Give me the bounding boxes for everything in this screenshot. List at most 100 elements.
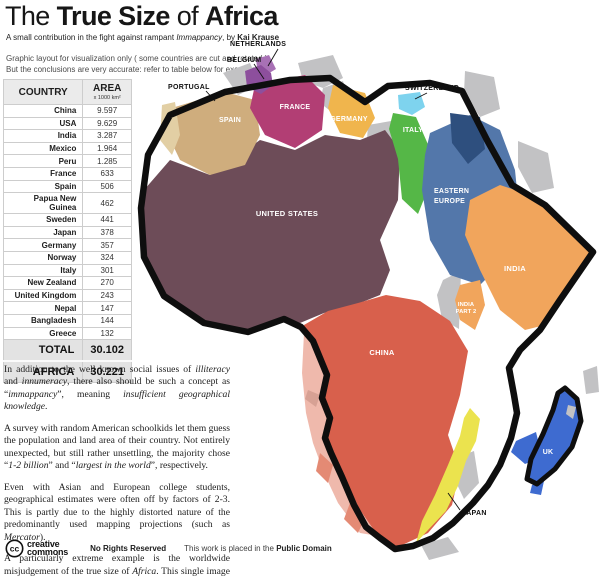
column-header-country: COUNTRY [2,79,84,105]
gray-patch [518,141,554,193]
label-united-states: UNITED STATES [256,209,318,218]
cc-word-2: commons [27,546,69,557]
table-row: France 633 [2,166,132,181]
area-cell: 3.287 [82,129,132,143]
area-cell: 270 [82,276,132,290]
country-cell: USA [2,116,84,131]
area-cell: 633 [82,166,132,181]
country-switzerland [398,92,425,115]
label-china-part2-2: PART 2 [462,393,483,399]
table-row: India 3.287 [2,129,132,143]
column-header-area: AREA x 1000 km² [82,79,132,105]
map-labels-outside: PORTUGAL BELGIUM NETHERLANDS SWITZERLAND… [168,41,487,517]
label-italy: ITALY [403,127,423,134]
table-summary: TOTAL 30.102 AFRICA 30.221 [2,339,132,384]
country-italy [389,113,430,214]
area-cell: 1.285 [82,154,132,168]
true-size-of-africa-map: UNITED STATES CHINA INDIA SPAIN FRANCE G… [137,41,599,560]
country-cell: Italy [2,263,84,278]
table-row: New Zealand 270 [2,276,132,290]
table-row: Sweden 441 [2,213,132,227]
area-cell: 1.964 [82,141,132,156]
country-china [302,295,468,547]
country-cell: Papua New Guinea [2,192,84,215]
africa-outline [137,74,597,553]
table-row: Papua New Guinea 462 [2,192,132,215]
country-cell: Sweden [2,213,84,227]
table-row: Spain 506 [2,179,132,194]
label-netherlands: NETHERLANDS [230,41,286,48]
area-cell: 9.629 [82,116,132,131]
creative-commons-icon: cc [5,539,24,558]
area-cell: 132 [82,326,132,341]
gray-patch [437,271,461,329]
area-cell: 462 [82,192,132,215]
area-cell: 301 [82,263,132,278]
area-unit-label: x 1000 km² [93,95,121,101]
country-india [465,185,595,330]
title-africa: Africa [204,1,279,31]
label-eastern-europe-2: EUROPE [434,198,465,205]
table-row: Greece 132 [2,326,132,341]
leader-switzerland [414,92,428,100]
layout-note: Graphic layout for visualization only ( … [6,54,267,75]
table-row: Mexico 1.964 [2,141,132,156]
cc-symbol: cc [10,544,20,554]
label-germany: GERMANY [330,116,368,123]
label-japan: JAPAN [462,510,487,517]
label-switzerland: SWITZERLAND [405,85,459,92]
country-japan [416,408,480,543]
label-portugal: PORTUGAL [168,84,210,91]
gray-patch [583,366,599,394]
table-row: Italy 301 [2,263,132,278]
footer: cc creative commons No Rights Reserved T… [5,539,332,558]
note-line-2: But the conclusions are very accurate: r… [6,64,263,74]
total-row: TOTAL 30.102 [2,339,132,362]
label-eastern-europe-1: EASTERN [434,188,469,195]
total-value: 30.102 [82,339,132,362]
country-india-part2 [455,280,485,330]
country-cell: Bangladesh [2,313,84,328]
table-row: United Kingdom 243 [2,288,132,303]
label-spain: SPAIN [219,117,241,124]
table-row: Peru 1.285 [2,154,132,168]
paragraph-africa-size: A particularly extreme example is the wo… [4,553,230,576]
leader-portugal [205,90,216,102]
table-row: Bangladesh 144 [2,313,132,328]
country-area-table: COUNTRY AREA x 1000 km² China 9.597 USA 9.6… [2,79,132,384]
country-cell: France [2,166,84,181]
title-true-size: True Size [56,1,171,31]
table-row: China 9.597 [2,104,132,118]
country-united-states [142,130,400,331]
body-text: In addition to the well known social iss… [4,364,230,576]
country-france [250,75,325,148]
public-domain-statement: This work is placed in the Public Domain [184,544,332,553]
table-row: Nepal 147 [2,301,132,315]
country-cell: Norway [2,250,84,265]
label-belgium: BELGIUM [227,57,261,64]
country-cell: Germany [2,238,84,252]
label-india-part2-2: PART 2 [456,309,477,315]
country-cell: Mexico [2,141,84,156]
area-cell: 357 [82,238,132,252]
country-china-spill [316,453,333,483]
total-label: TOTAL [2,339,84,362]
paragraph-students: Even with Asian and European college stu… [4,481,230,543]
africa-label: AFRICA [2,360,84,384]
area-cell: 378 [82,225,132,240]
country-cell: Spain [2,179,84,194]
country-cell: Japan [2,225,84,240]
title-of: of [169,1,205,31]
label-india: INDIA [504,264,526,273]
area-cell: 9.597 [82,104,132,118]
africa-row: AFRICA 30.221 [2,360,132,384]
country-spain [165,92,260,175]
table-row: USA 9.629 [2,116,132,131]
paragraph-survey: A survey with random American schoolkids… [4,422,230,472]
country-cell: Nepal [2,301,84,315]
title-the: The [5,1,57,31]
country-cell: Peru [2,154,84,168]
country-cell: United Kingdom [2,288,84,303]
country-china-spill [344,503,365,533]
